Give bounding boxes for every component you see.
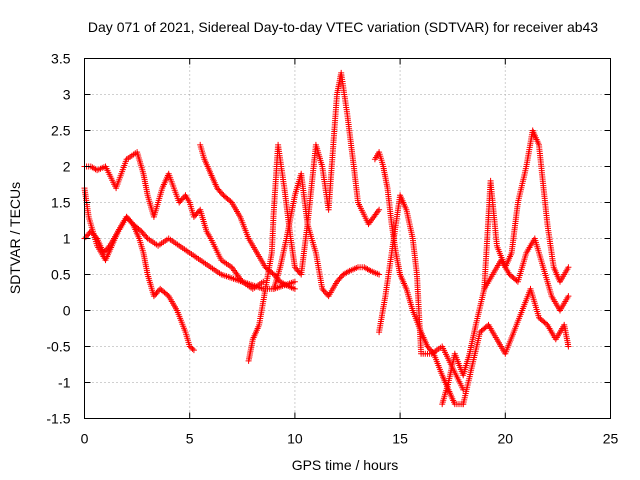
y-tick-label: 2.5 [51, 123, 71, 139]
y-tick-label: 0 [63, 303, 71, 319]
y-tick-label: 2 [63, 159, 71, 175]
y-tick-label: 1.5 [51, 195, 71, 211]
data-marks [81, 69, 572, 408]
data-point [291, 278, 298, 285]
series-track-j [460, 285, 572, 408]
y-tick-label: 0.5 [51, 267, 71, 283]
x-tick-label: 20 [498, 431, 514, 447]
data-point [565, 343, 572, 350]
data-point [565, 264, 572, 271]
data-point [376, 206, 383, 213]
y-tick-label: -1.5 [46, 411, 70, 427]
series-track-h [376, 192, 467, 393]
series-track-d [197, 141, 298, 292]
series-track-i [439, 127, 572, 408]
data-point [189, 345, 196, 352]
data-point [100, 249, 107, 256]
data-point [92, 234, 99, 241]
data-point [219, 190, 226, 197]
x-tick-label: 25 [603, 431, 619, 447]
y-tick-label: 3 [63, 87, 71, 103]
x-tick-label: 5 [186, 431, 194, 447]
data-point [190, 347, 197, 354]
x-tick-label: 10 [287, 431, 303, 447]
series-track-k [481, 235, 572, 314]
series-track-e [245, 69, 383, 364]
data-point [140, 231, 147, 238]
data-point [136, 227, 143, 234]
series-track-g [371, 149, 467, 408]
data-point [291, 285, 298, 292]
data-point [128, 219, 135, 226]
data-point [143, 234, 150, 241]
data-point [269, 270, 276, 277]
axis-ticks: 0 5 10 15 20 25 -1.5 -1 -0.5 0 0.5 1 1.5 2 2.5 3 3.5 [46, 51, 618, 447]
data-point [376, 271, 383, 278]
x-tick-label: 15 [392, 431, 408, 447]
y-axis-label: SDTVAR / TECUs [7, 182, 23, 294]
data-point [105, 244, 112, 251]
data-point [150, 293, 157, 300]
x-axis-label: GPS time / hours [292, 457, 399, 473]
grid [84, 58, 611, 419]
series-track-a [81, 149, 267, 292]
series-track-b [81, 185, 197, 354]
data-point [90, 231, 97, 238]
chart-title: Day 071 of 2021, Sidereal Day-to-day VTE… [88, 19, 598, 35]
series-track-f [270, 170, 383, 300]
y-tick-label: 3.5 [51, 51, 71, 67]
y-tick-label: 1 [63, 231, 71, 247]
data-point [260, 278, 267, 285]
y-tick-label: -1 [58, 375, 71, 391]
x-tick-label: 0 [81, 431, 89, 447]
data-point [565, 293, 572, 300]
y-tick-label: -0.5 [46, 339, 70, 355]
